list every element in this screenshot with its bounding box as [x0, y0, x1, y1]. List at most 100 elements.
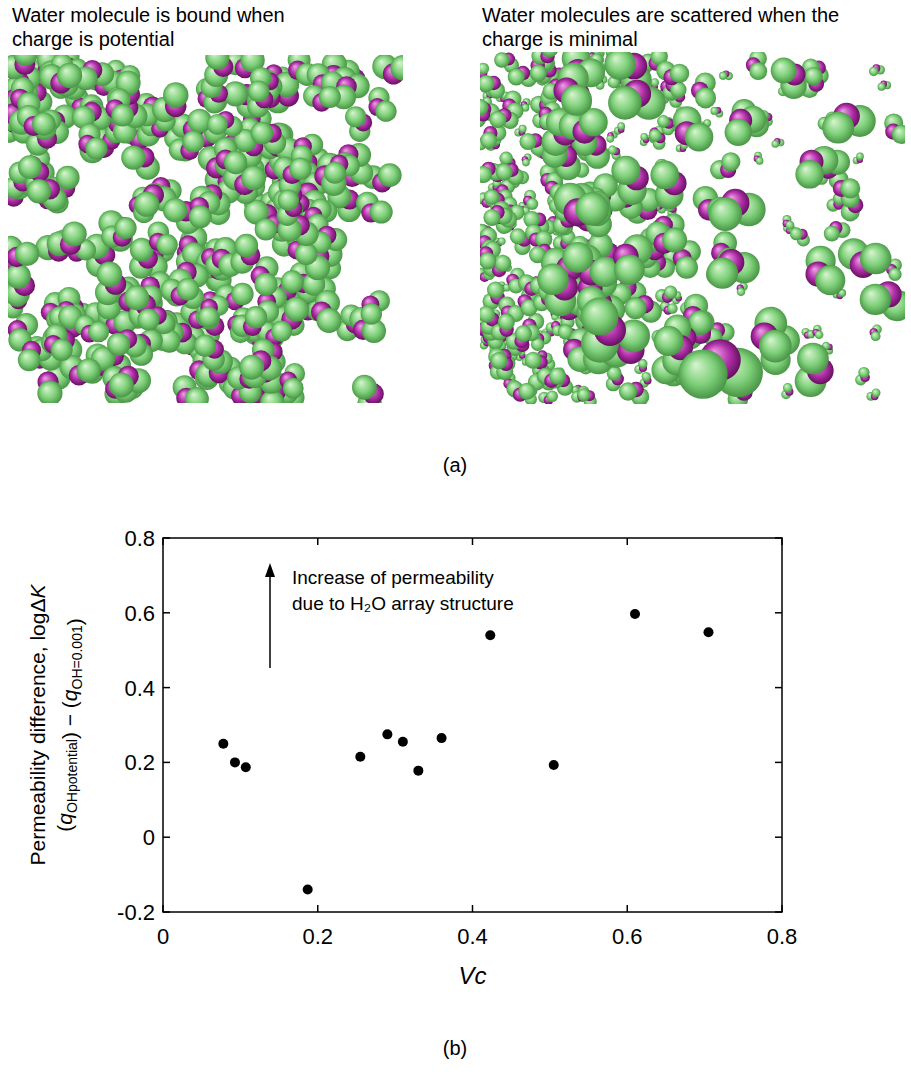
sphere: [124, 285, 149, 310]
point: [437, 733, 447, 743]
sphere: [872, 388, 881, 397]
sphere: [480, 166, 492, 183]
sphere: [530, 65, 547, 82]
sphere: [189, 205, 212, 228]
sphere: [316, 308, 341, 333]
sphere: [519, 125, 527, 133]
sphere: [519, 133, 536, 150]
points: [218, 609, 713, 895]
sphere: [177, 278, 200, 301]
point: [703, 627, 713, 637]
sphere: [489, 111, 506, 128]
sphere: [815, 265, 845, 295]
y-tick-label: 0.4: [124, 676, 155, 701]
sphere: [480, 63, 489, 75]
sphere: [604, 52, 635, 80]
sphere: [490, 352, 507, 369]
y-tick: [163, 687, 170, 689]
point: [485, 630, 495, 640]
sphere: [888, 268, 901, 281]
sphere: [111, 104, 134, 127]
x-tick: [781, 905, 783, 912]
sphere: [575, 192, 608, 225]
sphere: [840, 178, 860, 198]
sphere: [375, 101, 396, 122]
sphere: [541, 52, 558, 57]
y-tick: [163, 537, 170, 539]
sphere: [352, 375, 377, 400]
sphere: [498, 237, 506, 245]
sphere: [278, 189, 299, 210]
sphere: [51, 339, 73, 361]
sphere: [815, 331, 824, 340]
sphere: [134, 192, 159, 217]
sphere: [284, 297, 309, 322]
sphere: [361, 303, 382, 324]
y-tick-label: 0.2: [124, 750, 155, 775]
sphere: [675, 256, 698, 279]
text-run: ): [63, 618, 86, 625]
sphere: [15, 242, 39, 266]
sphere: [710, 107, 718, 115]
sphere: [390, 55, 403, 80]
sphere: [537, 264, 569, 296]
sphere: [224, 151, 247, 174]
sphere: [869, 67, 878, 76]
sphere: [737, 288, 745, 296]
sphere: [156, 234, 177, 255]
sphere: [97, 261, 123, 287]
panel-label: (a): [443, 454, 467, 476]
y-tick-label: -0.2: [117, 900, 155, 925]
x-tick: [627, 538, 629, 545]
sphere: [107, 333, 130, 356]
sphere: [797, 343, 829, 375]
sphere: [494, 255, 511, 272]
sphere: [508, 68, 525, 85]
sphere: [577, 388, 590, 401]
sphere: [483, 209, 500, 226]
sphere: [510, 228, 526, 244]
sphere: [685, 123, 714, 152]
x-tick-label: 0.4: [457, 924, 488, 949]
panel-label: (b): [443, 1037, 467, 1059]
sphere: [255, 218, 277, 240]
sphere: [892, 125, 905, 144]
sphere: [667, 303, 678, 314]
caption: Water molecule is bound whencharge is po…: [12, 4, 285, 50]
annotation-arrow: [269, 575, 271, 668]
sphere: [678, 349, 727, 398]
y-axis-title: (qOHpotential) − (qOH=0.001): [53, 618, 86, 831]
sphere: [370, 201, 393, 224]
sphere: [772, 140, 780, 148]
sphere: [795, 160, 823, 188]
sphere: [251, 122, 274, 145]
annotation: due to H₂O array structure: [292, 593, 514, 614]
sphere: [614, 254, 645, 285]
sphere: [670, 64, 689, 83]
sphere: [856, 153, 864, 161]
annotation: Increase of permeability: [292, 567, 494, 588]
sphere: [749, 62, 767, 80]
x-tick: [162, 905, 164, 912]
point: [303, 885, 313, 895]
sphere: [487, 281, 504, 298]
sphere: [324, 162, 346, 184]
y-tick: [163, 911, 170, 913]
y-tick: [775, 762, 782, 764]
text-run: q: [58, 689, 81, 701]
y-axis-title: Permeability difference, logΔK: [26, 584, 49, 866]
point: [230, 757, 240, 767]
sphere: [878, 83, 886, 91]
point: [382, 729, 392, 739]
sphere: [721, 152, 740, 171]
sphere: [8, 264, 31, 289]
y-tick: [163, 612, 170, 614]
sphere: [650, 161, 679, 190]
point: [355, 752, 365, 762]
sphere: [163, 198, 187, 222]
x-tick: [472, 538, 474, 545]
sphere: [719, 72, 727, 80]
sphere: [640, 133, 648, 141]
sphere: [771, 58, 797, 84]
sphere: [231, 283, 253, 305]
